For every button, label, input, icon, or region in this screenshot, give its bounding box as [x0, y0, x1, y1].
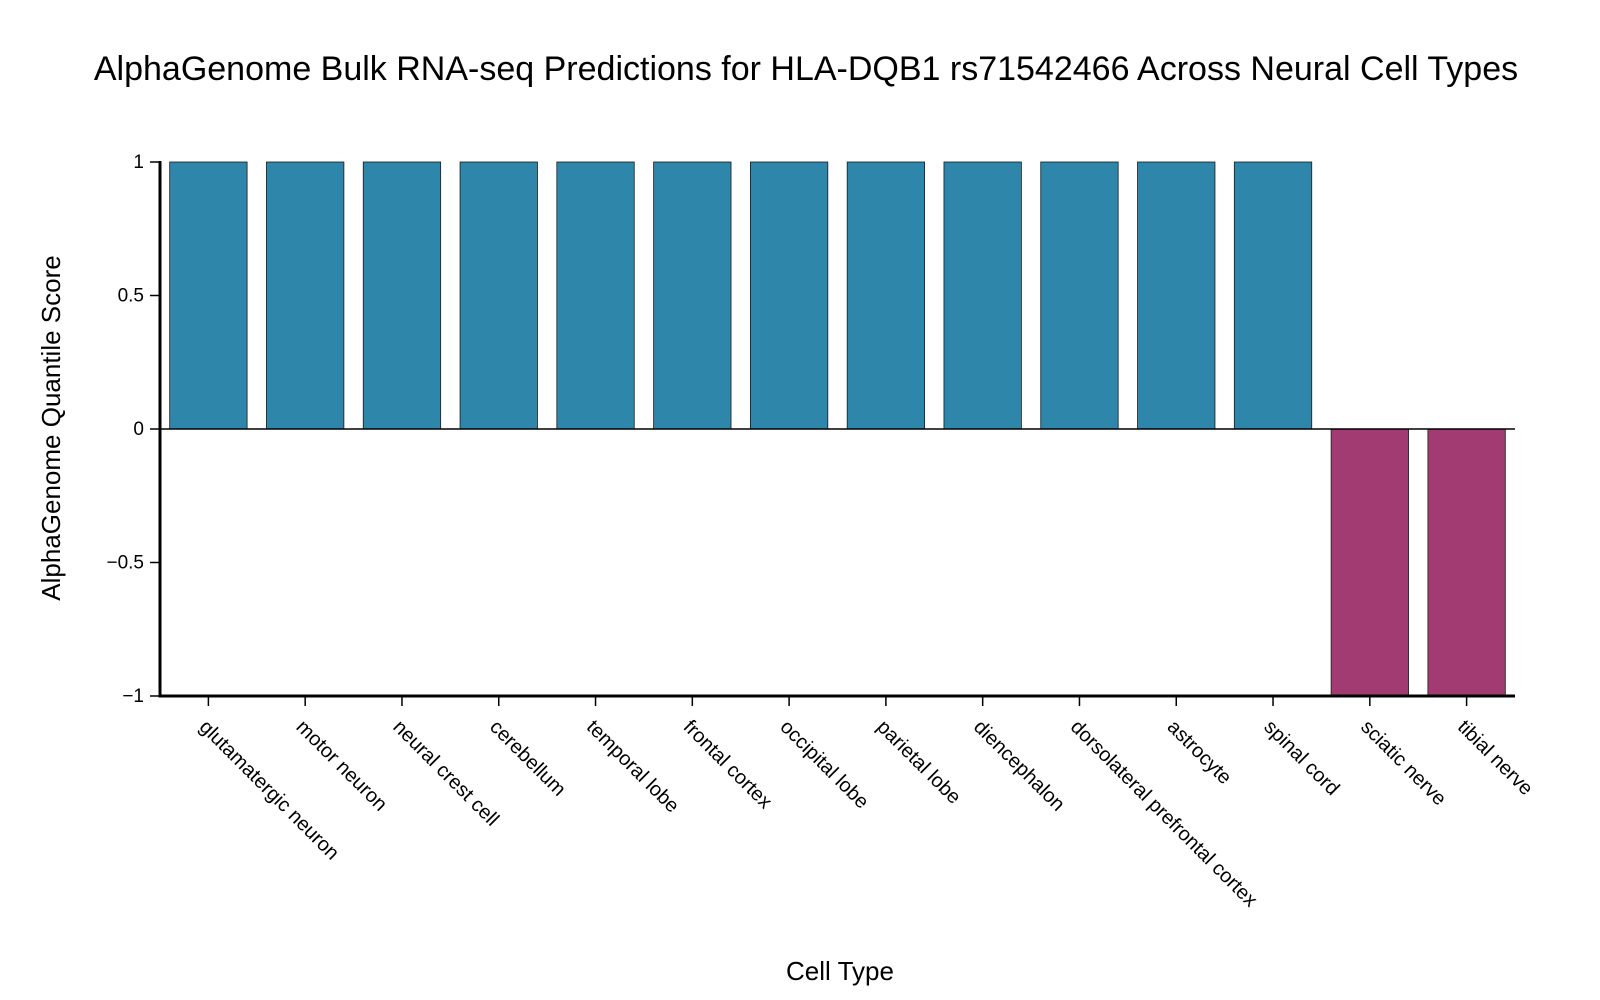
- x-tick-label: sciatic nerve: [1356, 716, 1450, 810]
- y-tick-label: 0: [133, 419, 144, 440]
- bar: [169, 161, 248, 430]
- chart-title: AlphaGenome Bulk RNA-seq Predictions for…: [94, 50, 1518, 88]
- bar: [459, 161, 538, 430]
- x-tick-label: temporal lobe: [582, 716, 683, 817]
- y-tick-label: −1: [122, 686, 144, 707]
- bar: [266, 161, 345, 430]
- bar: [1427, 428, 1506, 697]
- y-tick-label: −0.5: [106, 553, 144, 574]
- x-tick-label: neural crest cell: [388, 716, 503, 831]
- x-tick-label: astrocyte: [1163, 716, 1236, 789]
- bar: [1233, 161, 1313, 430]
- bar: [653, 161, 732, 430]
- x-tick-label: spinal cord: [1260, 716, 1344, 800]
- bar: [749, 161, 829, 430]
- bar: [1040, 161, 1119, 430]
- bar: [362, 161, 442, 430]
- y-tick-label: 0.5: [118, 286, 144, 307]
- x-tick-label: parietal lobe: [872, 716, 965, 809]
- x-tick-label: motor neuron: [292, 716, 392, 816]
- x-tick-label: occipital lobe: [776, 716, 873, 813]
- bar: [1137, 161, 1216, 430]
- bar: [846, 161, 926, 430]
- x-tick-label: cerebellum: [485, 716, 570, 801]
- bars-layer: [169, 161, 1506, 697]
- bar: [943, 161, 1022, 430]
- x-tick-label: frontal cortex: [679, 716, 776, 813]
- bar: [1330, 428, 1409, 697]
- y-tick-label: 1: [133, 152, 144, 173]
- x-tick-label: dorsolateral prefrontal cortex: [1066, 716, 1262, 912]
- y-axis-label: AlphaGenome Quantile Score: [36, 255, 66, 600]
- bar: [556, 161, 635, 430]
- x-tick-label: tibial nerve: [1453, 716, 1537, 800]
- x-axis-label: Cell Type: [786, 956, 894, 986]
- x-tick-label: diencephalon: [969, 716, 1069, 816]
